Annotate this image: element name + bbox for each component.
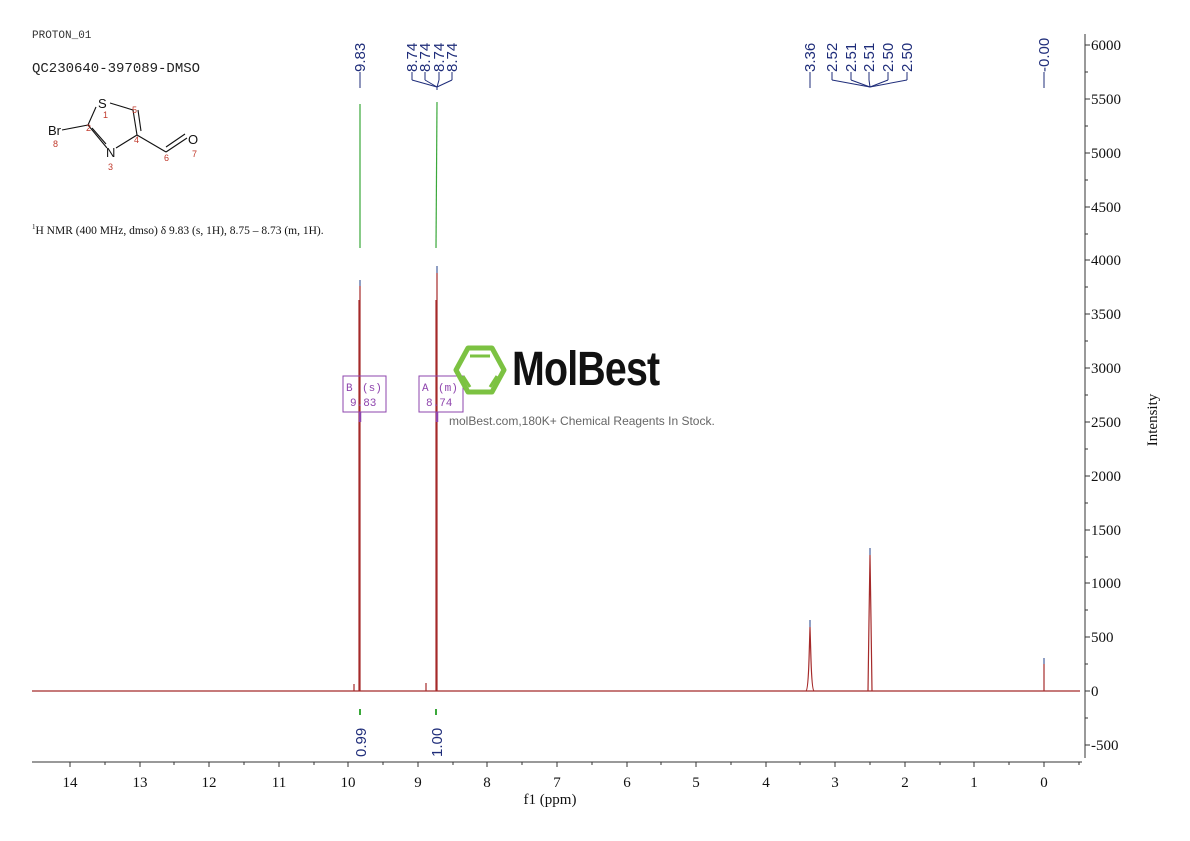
svg-text:8.74: 8.74 <box>431 43 448 72</box>
svg-text:1000: 1000 <box>1091 576 1121 592</box>
svg-text:8: 8 <box>483 775 491 791</box>
svg-text:4: 4 <box>762 775 770 791</box>
svg-text:8.74: 8.74 <box>404 43 421 72</box>
svg-text:9: 9 <box>414 775 422 791</box>
watermark: MolBest <box>454 344 692 396</box>
svg-text:14: 14 <box>63 775 79 791</box>
svg-text:4500: 4500 <box>1091 200 1121 216</box>
molecule-structure <box>61 102 188 153</box>
integral-values: 0.99 1.00 <box>353 709 446 757</box>
svg-text:7: 7 <box>553 775 561 791</box>
svg-text:2: 2 <box>901 775 909 791</box>
y-axis-title: Intensity <box>1145 393 1161 446</box>
svg-text:2.50: 2.50 <box>899 43 916 72</box>
svg-text:2: 2 <box>86 123 91 133</box>
svg-text:13: 13 <box>133 775 148 791</box>
watermark-brand: MolBest <box>512 343 660 396</box>
svg-text:12: 12 <box>202 775 217 791</box>
svg-text:3: 3 <box>831 775 839 791</box>
experiment-label: PROTON_01 <box>32 30 92 42</box>
svg-text:1.00: 1.00 <box>429 728 446 757</box>
peak-top-markers <box>359 266 1045 664</box>
svg-text:1: 1 <box>103 110 108 120</box>
integral-curves <box>359 101 438 249</box>
svg-text:B: B <box>346 383 353 395</box>
multiplet-box-b: B (s) 9.83 <box>342 375 387 422</box>
svg-text:9.83: 9.83 <box>350 398 376 410</box>
svg-text:(m): (m) <box>438 383 458 395</box>
svg-text:6: 6 <box>164 153 169 163</box>
svg-text:2000: 2000 <box>1091 469 1121 485</box>
x-axis: 14 13 12 11 10 9 8 7 6 5 4 3 2 1 0 f1 (p… <box>32 761 1082 808</box>
atom-n: N <box>106 145 115 160</box>
svg-text:5000: 5000 <box>1091 146 1121 162</box>
peak-label-0.00: -0.00 <box>1036 38 1053 88</box>
svg-text:5: 5 <box>132 105 137 115</box>
multiplet-box-a: A (m) 8.74 <box>418 375 464 422</box>
svg-text:11: 11 <box>272 775 286 791</box>
peak-label-group-2.51 <box>831 72 908 88</box>
svg-text:-0.00: -0.00 <box>1036 38 1053 72</box>
svg-text:(s): (s) <box>362 383 382 395</box>
svg-text:10: 10 <box>341 775 356 791</box>
svg-text:2.52: 2.52 <box>824 43 841 72</box>
y-axis: 6000 5500 5000 4500 4000 3500 3000 2500 … <box>1084 34 1161 758</box>
svg-text:2.50: 2.50 <box>880 43 897 72</box>
svg-text:0: 0 <box>1091 684 1099 700</box>
svg-text:5500: 5500 <box>1091 92 1121 108</box>
svg-text:3: 3 <box>108 162 113 172</box>
peak-labels: 9.83 8.74 8.74 8.74 8.74 3.36 <box>352 38 1053 90</box>
molecule-labels: S 1 2 N 3 4 5 6 O 7 Br 8 <box>48 96 198 172</box>
svg-text:1500: 1500 <box>1091 523 1121 539</box>
peak-label-group-8.74 <box>411 72 453 90</box>
svg-text:0: 0 <box>1040 775 1048 791</box>
sample-name: QC230640-397089-DMSO <box>32 61 201 77</box>
svg-text:6: 6 <box>623 775 631 791</box>
svg-text:-500: -500 <box>1091 738 1119 754</box>
molbest-logo-icon <box>453 345 507 395</box>
peak-label-9.83: 9.83 <box>352 43 369 88</box>
svg-text:8.74: 8.74 <box>417 43 434 72</box>
svg-text:8.74: 8.74 <box>444 43 461 72</box>
atom-o: O <box>188 132 198 147</box>
svg-text:4000: 4000 <box>1091 253 1121 269</box>
svg-text:2500: 2500 <box>1091 415 1121 431</box>
svg-text:3500: 3500 <box>1091 307 1121 323</box>
x-axis-title: f1 (ppm) <box>524 792 577 808</box>
svg-text:9.83: 9.83 <box>352 43 369 72</box>
svg-text:1: 1 <box>970 775 978 791</box>
watermark-tagline: molBest.com,180K+ Chemical Reagents In S… <box>449 414 715 428</box>
svg-text:4: 4 <box>134 135 139 145</box>
svg-text:8.74: 8.74 <box>426 398 453 410</box>
svg-text:2.51: 2.51 <box>843 43 860 72</box>
svg-text:500: 500 <box>1091 630 1114 646</box>
svg-text:3000: 3000 <box>1091 361 1121 377</box>
svg-text:3.36: 3.36 <box>802 43 819 72</box>
nmr-summary-text: 1H NMR (400 MHz, dmso) δ 9.83 (s, 1H), 8… <box>32 223 324 237</box>
svg-text:0.99: 0.99 <box>353 728 370 757</box>
svg-text:6000: 6000 <box>1091 38 1121 54</box>
svg-text:5: 5 <box>692 775 700 791</box>
svg-text:A: A <box>422 383 429 395</box>
svg-text:7: 7 <box>192 149 197 159</box>
atom-s: S <box>98 96 107 111</box>
svg-text:8: 8 <box>53 139 58 149</box>
spectrum-trace <box>32 273 1080 692</box>
peak-label-3.36: 3.36 <box>802 43 819 88</box>
svg-text:2.51: 2.51 <box>861 43 878 72</box>
atom-br: Br <box>48 123 62 138</box>
